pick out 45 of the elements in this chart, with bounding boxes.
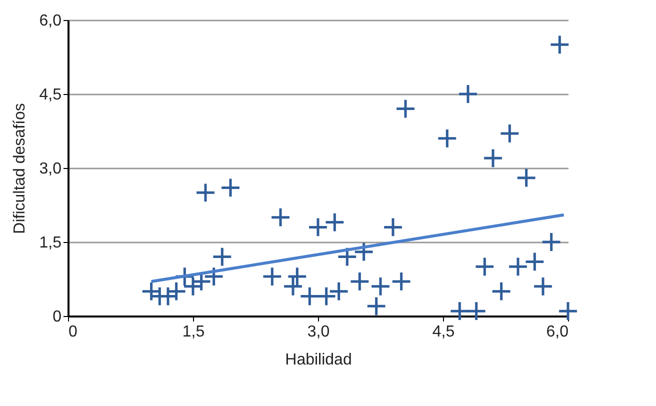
y-tick-label: 0 [52,308,62,326]
point [384,218,402,236]
point [372,277,390,296]
point [509,258,527,276]
point [526,252,544,271]
y-tick-label: 3,0 [39,160,62,178]
point [396,100,414,118]
point [309,218,327,236]
point [467,302,486,320]
point [459,85,477,103]
point [476,258,494,276]
point [213,248,232,266]
y-tick-label: 1,5 [39,234,62,252]
point [450,302,469,320]
x-tick-label: 6,0 [546,324,569,340]
point [196,184,214,202]
point [326,213,344,232]
point [492,282,510,300]
point [367,297,386,316]
point [550,36,569,54]
y-tick-label: 6,0 [39,12,62,30]
point [542,233,560,251]
point [222,178,240,197]
point [263,268,282,286]
x-tick-label: 4,5 [432,324,455,340]
point [330,282,348,300]
point [559,302,577,320]
x-axis-title: Habilidad [285,352,352,368]
point [500,124,519,142]
point [272,208,290,226]
point [167,282,186,300]
point [288,268,306,286]
x-tick-label: 3,0 [307,324,330,340]
point [517,168,536,187]
x-tick-label: 0 [68,324,78,340]
point [534,277,552,296]
y-axis-title: Dificultad desafíos [11,103,28,234]
y-tick-label: 4,5 [39,86,62,104]
point [317,287,336,306]
point [392,272,410,290]
point [438,129,456,148]
x-tick-label: 1,5 [182,324,205,340]
point [284,277,302,296]
point [350,272,369,290]
point [484,149,502,168]
